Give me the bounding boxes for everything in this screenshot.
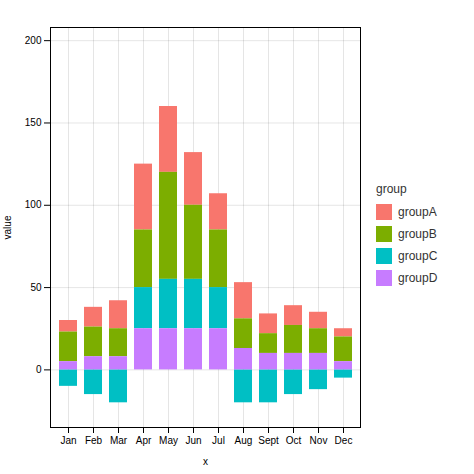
svg-text:200: 200 (25, 35, 42, 46)
html-text:group: group (376, 182, 407, 196)
svg-text:0: 0 (36, 364, 42, 375)
svg-text:Aug: Aug (235, 435, 253, 446)
svg-text:May: May (159, 435, 178, 446)
svg-text:x: x (203, 456, 208, 467)
svg-text:value: value (2, 215, 13, 239)
svg-text:Mar: Mar (110, 435, 128, 446)
svg-text:150: 150 (25, 117, 42, 128)
html-text:groupD: groupD (398, 271, 438, 285)
html-text:groupC: groupC (398, 249, 438, 263)
svg-text:50: 50 (30, 282, 42, 293)
svg-text:Oct: Oct (286, 435, 302, 446)
svg-text:Jun: Jun (185, 435, 201, 446)
html-text:groupA: groupA (398, 205, 437, 219)
svg-text:Dec: Dec (335, 435, 353, 446)
svg-text:Jul: Jul (212, 435, 225, 446)
svg-text:Apr: Apr (136, 435, 152, 446)
svg-text:Nov: Nov (310, 435, 328, 446)
svg-text:100: 100 (25, 199, 42, 210)
svg-text:Jan: Jan (60, 435, 76, 446)
svg-text:Sept: Sept (258, 435, 279, 446)
svg-text:Feb: Feb (85, 435, 103, 446)
html-text:groupB: groupB (398, 227, 437, 241)
